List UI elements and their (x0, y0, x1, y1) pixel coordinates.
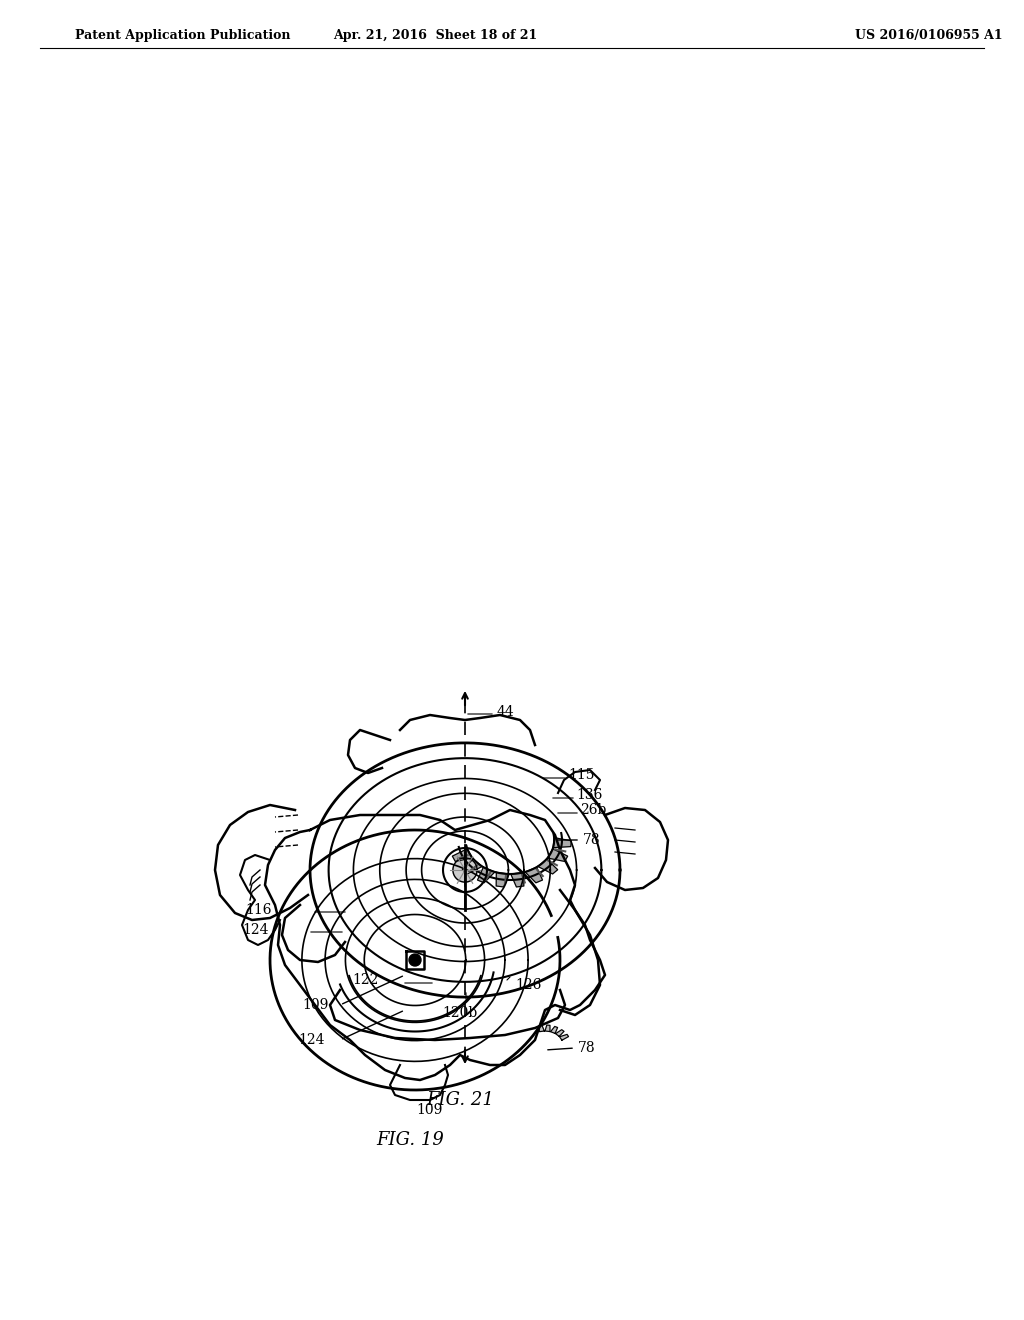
Polygon shape (453, 858, 477, 882)
Text: 116: 116 (245, 903, 271, 917)
Text: FIG. 21: FIG. 21 (426, 1092, 494, 1109)
Text: 109: 109 (417, 1104, 443, 1117)
Polygon shape (551, 1027, 558, 1034)
Polygon shape (462, 859, 482, 874)
Text: 115: 115 (568, 768, 595, 781)
Text: 120b: 120b (442, 1006, 477, 1020)
Polygon shape (453, 849, 472, 862)
Polygon shape (553, 838, 571, 847)
Text: 44: 44 (497, 705, 515, 719)
Polygon shape (497, 873, 509, 887)
Text: 124: 124 (298, 1034, 325, 1047)
Polygon shape (559, 1035, 568, 1040)
Polygon shape (539, 1026, 545, 1032)
Polygon shape (525, 867, 543, 883)
Polygon shape (545, 1026, 550, 1031)
Text: US 2016/0106955 A1: US 2016/0106955 A1 (855, 29, 1002, 41)
Text: 122: 122 (352, 973, 379, 987)
Circle shape (409, 954, 421, 966)
Text: 109: 109 (302, 998, 329, 1012)
Text: 126: 126 (515, 978, 542, 993)
Text: 78: 78 (583, 833, 601, 847)
Polygon shape (477, 867, 495, 883)
Text: 124: 124 (242, 923, 268, 937)
Polygon shape (538, 859, 558, 874)
Text: 26b: 26b (580, 803, 606, 817)
Text: FIG. 19: FIG. 19 (376, 1131, 444, 1148)
Text: 78: 78 (578, 1041, 596, 1055)
Polygon shape (548, 849, 567, 862)
Polygon shape (511, 873, 524, 887)
Polygon shape (556, 1030, 564, 1036)
Text: Apr. 21, 2016  Sheet 18 of 21: Apr. 21, 2016 Sheet 18 of 21 (333, 29, 538, 41)
Text: 136: 136 (575, 788, 602, 803)
Text: Patent Application Publication: Patent Application Publication (75, 29, 291, 41)
